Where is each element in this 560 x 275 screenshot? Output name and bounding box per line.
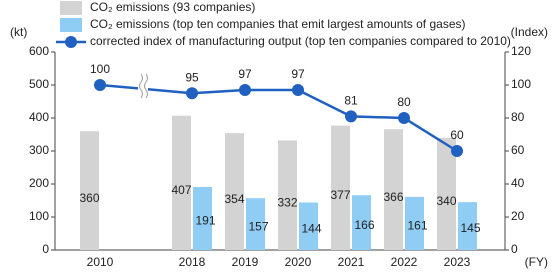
bar-value-label: 360 (79, 191, 99, 205)
bar-value-label: 144 (301, 221, 321, 235)
line-value-label: 95 (185, 70, 199, 84)
bar (80, 131, 99, 250)
y-tick-label: 600 (29, 44, 49, 58)
line-value-label: 100 (90, 62, 110, 76)
bar-value-label: 354 (224, 192, 244, 206)
line-value-label: 80 (397, 95, 411, 109)
x-tick-label: 2021 (338, 255, 365, 269)
y-tick-label: 400 (29, 110, 49, 124)
y-tick-label: 0 (42, 242, 49, 256)
line-point (398, 112, 410, 124)
line-value-label: 97 (291, 67, 305, 81)
y2-tick-label: 120 (511, 44, 531, 58)
bar-value-label: 407 (171, 183, 191, 197)
line-point (239, 83, 251, 96)
bar-value-label: 332 (277, 195, 297, 209)
y-unit: (kt) (10, 25, 27, 39)
legend-swatch (60, 1, 82, 15)
y2-tick-label: 80 (511, 110, 525, 124)
legend-label: corrected index of manufacturing output … (90, 34, 511, 48)
x-unit: (FY) (525, 255, 548, 269)
line-point (451, 145, 463, 157)
y2-tick-label: 0 (511, 242, 518, 256)
legend-label: CO₂ emissions (93 companies) (90, 0, 255, 14)
bar-value-label: 166 (354, 218, 374, 232)
line-point (186, 87, 198, 100)
bar (225, 133, 244, 250)
bar-value-label: 340 (436, 194, 456, 208)
x-tick-label: 2023 (444, 255, 471, 269)
line-value-label: 60 (450, 128, 464, 142)
bar (352, 195, 371, 250)
axis-break (138, 72, 148, 99)
x-tick-label: 2020 (285, 255, 312, 269)
y2-unit: (Index) (511, 25, 548, 39)
bar (246, 198, 265, 250)
bar (172, 115, 191, 250)
y2-tick-label: 20 (511, 209, 525, 223)
line-point (292, 83, 304, 96)
bar (299, 202, 318, 250)
y-tick-label: 100 (29, 209, 49, 223)
bar-value-label: 145 (460, 221, 480, 235)
line-value-label: 81 (344, 94, 358, 108)
line-point (94, 79, 106, 91)
y2-tick-label: 60 (511, 143, 525, 157)
legend-swatch (65, 36, 77, 48)
bar-value-label: 377 (330, 188, 350, 202)
y-tick-label: 300 (29, 143, 49, 157)
bar (458, 202, 477, 250)
y2-tick-label: 100 (511, 77, 531, 91)
legend-swatch (60, 18, 82, 32)
line-point (345, 110, 357, 123)
bar (193, 186, 212, 250)
bar (331, 125, 350, 250)
bar-value-label: 157 (248, 219, 268, 233)
bar-value-label: 366 (383, 190, 403, 204)
x-tick-label: 2010 (87, 255, 114, 269)
bar (405, 196, 424, 250)
y2-tick-label: 40 (511, 176, 525, 190)
bar (384, 129, 403, 250)
y-tick-label: 500 (29, 77, 49, 91)
legend-label: CO₂ emissions (top ten companies that em… (90, 17, 466, 31)
x-tick-label: 2018 (179, 255, 206, 269)
x-tick-label: 2022 (391, 255, 418, 269)
bar-value-label: 161 (407, 219, 427, 233)
line-value-label: 97 (238, 67, 252, 81)
bar-value-label: 191 (195, 214, 215, 228)
y-tick-label: 200 (29, 176, 49, 190)
bar (437, 137, 456, 250)
x-tick-label: 2019 (232, 255, 259, 269)
bar (278, 140, 297, 250)
